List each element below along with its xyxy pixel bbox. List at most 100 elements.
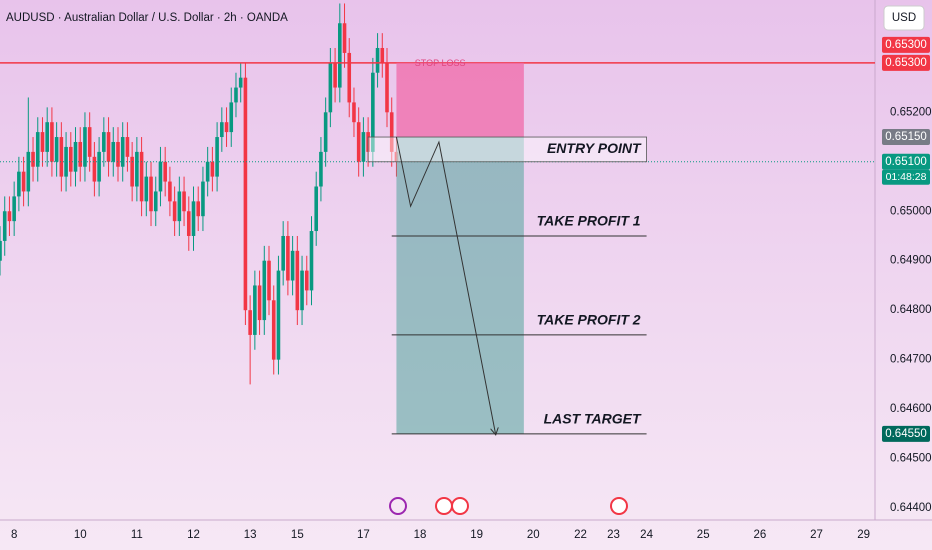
event-icons xyxy=(389,497,628,515)
candle-body xyxy=(168,181,172,202)
candle-body xyxy=(149,176,153,212)
candle-body xyxy=(139,151,144,202)
candle-body xyxy=(290,250,295,281)
x-tick-label: 19 xyxy=(470,529,483,541)
x-tick-label: 13 xyxy=(244,529,257,541)
y-tick-label: 0.64800 xyxy=(890,304,932,316)
candle-body xyxy=(342,23,347,53)
candle-body xyxy=(102,132,106,152)
price-tag-label: 0.65150 xyxy=(885,131,927,143)
candle-body xyxy=(271,300,276,360)
candle-body xyxy=(182,191,186,212)
candle-body xyxy=(347,52,352,103)
candle-body xyxy=(319,151,323,187)
candle-body xyxy=(281,235,285,271)
candle-body xyxy=(0,240,2,261)
candle-body xyxy=(163,161,167,182)
candle-body xyxy=(286,235,290,281)
x-tick-label: 26 xyxy=(753,529,766,541)
x-tick-label: 15 xyxy=(291,529,304,541)
candle-body xyxy=(97,151,101,182)
candle-body xyxy=(248,310,252,335)
x-tick-label: 23 xyxy=(607,529,620,541)
candle-body xyxy=(191,201,196,236)
y-tick-label: 0.64600 xyxy=(890,403,932,415)
candle-body xyxy=(243,77,248,311)
event-icon[interactable] xyxy=(610,497,628,515)
x-tick-label: 27 xyxy=(810,529,823,541)
candle-body xyxy=(2,211,7,241)
candle-body xyxy=(78,141,83,167)
candle-body xyxy=(21,171,26,192)
price-tag-label: 0.65300 xyxy=(885,39,927,51)
candle-body xyxy=(106,132,111,162)
candle-body xyxy=(262,260,267,321)
candle-body xyxy=(59,137,64,177)
y-tick-label: 0.65000 xyxy=(890,205,932,217)
y-tick-label: 0.64500 xyxy=(890,453,932,465)
candle-body xyxy=(186,211,191,236)
currency: USD xyxy=(892,12,916,24)
price-tag xyxy=(882,425,930,442)
candle-body xyxy=(73,141,78,172)
target-zone xyxy=(396,137,524,434)
candle-body xyxy=(153,191,158,212)
level-label: TAKE PROFIT 2 xyxy=(537,312,641,328)
candle-body xyxy=(220,122,224,138)
chart-title: AUDUSD · Australian Dollar / U.S. Dollar… xyxy=(6,12,288,24)
candle-body xyxy=(356,122,361,162)
candle-body xyxy=(120,137,125,167)
x-tick-label: 10 xyxy=(74,529,87,541)
candle-body xyxy=(111,141,116,162)
candle-body xyxy=(338,23,342,88)
candle-body xyxy=(87,127,92,157)
candle-body xyxy=(196,201,201,217)
price-tag xyxy=(882,36,930,53)
entry-label: ENTRY POINT xyxy=(547,140,642,156)
price-tag-label: 0.65300 xyxy=(885,57,927,69)
zone-label: STOP LOSS xyxy=(415,58,466,68)
candle-body xyxy=(83,127,87,167)
candle-body xyxy=(40,132,45,152)
candle-body xyxy=(210,161,215,177)
candle-body xyxy=(309,231,314,291)
event-icon[interactable] xyxy=(435,497,453,515)
x-tick-label: 20 xyxy=(527,529,540,541)
candle-body xyxy=(234,87,238,103)
event-icon[interactable] xyxy=(451,497,469,515)
price-tag-label: 0.64550 xyxy=(885,428,927,440)
event-icon[interactable] xyxy=(389,497,407,515)
candle-body xyxy=(26,151,31,192)
x-tick-label: 24 xyxy=(640,529,653,541)
candle-body xyxy=(54,137,59,162)
x-tick-label: 8 xyxy=(11,529,17,541)
candle-body xyxy=(31,151,35,167)
candle-body xyxy=(17,171,21,197)
countdown-tag xyxy=(882,169,930,185)
currency-button[interactable] xyxy=(883,5,925,31)
candle-body xyxy=(328,62,333,113)
price-tag xyxy=(882,153,930,170)
candle-body xyxy=(333,62,337,88)
candle-body xyxy=(314,186,319,232)
price-tag xyxy=(882,129,930,146)
candle-body xyxy=(380,47,385,63)
candle-body xyxy=(295,250,300,311)
y-tick-label: 0.64900 xyxy=(890,255,932,267)
countdown: 01:48:28 xyxy=(886,171,927,183)
projection-path xyxy=(395,136,495,434)
candle-body xyxy=(144,176,149,202)
candle-body xyxy=(116,141,120,167)
price-tag-label: 0.65100 xyxy=(885,156,927,168)
candle-body xyxy=(371,72,375,152)
candle-body xyxy=(389,112,394,152)
candle-body xyxy=(215,137,219,177)
x-tick-label: 11 xyxy=(131,529,143,541)
x-tick-label: 25 xyxy=(697,529,710,541)
candle-body xyxy=(276,270,281,360)
x-tick-label: 18 xyxy=(414,529,427,541)
candle-body xyxy=(300,270,304,311)
candle-body xyxy=(172,201,177,222)
candle-body xyxy=(35,132,40,167)
y-tick-label: 0.65200 xyxy=(890,106,932,118)
